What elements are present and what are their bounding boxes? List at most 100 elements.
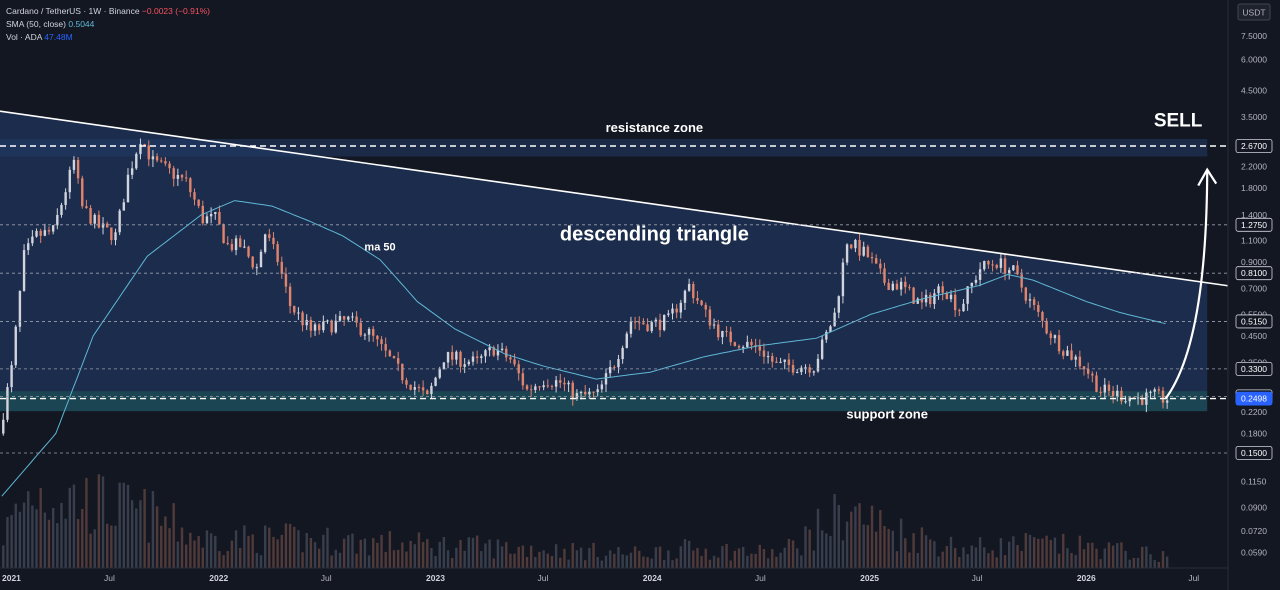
legend-vol-row: Vol · ADA 47.48M bbox=[6, 31, 210, 44]
volume-bar bbox=[305, 533, 308, 568]
volume-bar bbox=[309, 537, 313, 568]
volume-bar bbox=[667, 550, 670, 568]
candle-body bbox=[837, 296, 840, 313]
candle-body bbox=[430, 385, 433, 395]
volume-bar bbox=[874, 531, 878, 568]
candle-body bbox=[330, 320, 333, 333]
candle-body bbox=[180, 174, 184, 178]
candle-body bbox=[741, 347, 745, 349]
candle-body bbox=[293, 306, 296, 313]
volume-bar bbox=[151, 491, 155, 568]
candle-body bbox=[1141, 397, 1144, 405]
candle-body bbox=[168, 163, 171, 169]
candle-body bbox=[471, 356, 475, 362]
candle-body bbox=[783, 359, 786, 362]
candle-body bbox=[525, 385, 529, 390]
legend-sma-label[interactable]: SMA (50, close) bbox=[6, 19, 66, 29]
sma50-line bbox=[1, 200, 1166, 497]
candle-body bbox=[426, 390, 429, 395]
volume-bar bbox=[89, 533, 92, 568]
volume-bar bbox=[93, 529, 96, 568]
volume-bar bbox=[754, 553, 757, 568]
candle-body bbox=[355, 316, 358, 323]
legend-vol-label[interactable]: Vol · ADA bbox=[6, 32, 42, 42]
y-tick-label: 1.1000 bbox=[1241, 236, 1267, 246]
candle-body bbox=[816, 358, 820, 372]
volume-bar bbox=[1107, 542, 1111, 568]
candle-body bbox=[845, 244, 849, 263]
candle-body bbox=[862, 246, 865, 256]
volume-layer bbox=[2, 474, 1169, 568]
candle-body bbox=[1149, 391, 1152, 393]
volume-bar bbox=[1132, 557, 1136, 568]
volume-bar bbox=[762, 549, 766, 568]
candle-body bbox=[1082, 366, 1086, 370]
volume-bar bbox=[276, 539, 279, 568]
volume-bar bbox=[259, 555, 263, 568]
candle-body bbox=[916, 298, 919, 304]
volume-bar bbox=[629, 552, 633, 568]
volume-bar bbox=[662, 559, 666, 568]
candle-body bbox=[987, 261, 990, 265]
volume-bar bbox=[783, 547, 786, 568]
volume-bar bbox=[796, 548, 799, 568]
candle-body bbox=[226, 243, 229, 245]
volume-bar bbox=[184, 544, 188, 568]
volume-bar bbox=[521, 545, 525, 568]
candle-body bbox=[363, 334, 367, 336]
volume-bar bbox=[355, 553, 358, 568]
volume-bar bbox=[679, 546, 683, 568]
volume-bar bbox=[342, 538, 346, 568]
candle-body bbox=[779, 361, 782, 363]
candle-body bbox=[588, 391, 591, 395]
candle-body bbox=[122, 202, 126, 211]
volume-bar bbox=[646, 557, 649, 568]
chart-legend: Cardano / TetherUS · 1W · Binance −0.002… bbox=[6, 5, 210, 44]
volume-bar bbox=[642, 556, 645, 568]
candle-body bbox=[729, 331, 732, 343]
volume-bar bbox=[1012, 536, 1015, 568]
candle-body bbox=[438, 369, 441, 378]
volume-bar bbox=[800, 555, 803, 568]
candle-body bbox=[563, 382, 566, 385]
legend-symbol[interactable]: Cardano / TetherUS · 1W · Binance bbox=[6, 6, 140, 16]
volume-bar bbox=[978, 537, 982, 568]
candle-body bbox=[1032, 299, 1036, 306]
candle-body bbox=[347, 316, 350, 320]
candle-body bbox=[467, 361, 471, 365]
triangle-upper-line bbox=[0, 110, 1229, 287]
candle-body bbox=[529, 389, 533, 391]
candle-body bbox=[538, 386, 541, 388]
price-line-label-box bbox=[1235, 391, 1273, 406]
candle-body bbox=[708, 309, 712, 326]
candle-body bbox=[488, 347, 491, 351]
candle-body bbox=[1124, 401, 1127, 403]
y-tick-label: 4.5000 bbox=[1241, 85, 1267, 95]
volume-bar bbox=[446, 550, 450, 568]
price-line-label: 2.6700 bbox=[1241, 141, 1267, 151]
volume-bar bbox=[1086, 542, 1090, 568]
volume-bar bbox=[463, 550, 466, 568]
candle-body bbox=[1070, 350, 1073, 360]
volume-bar bbox=[845, 521, 849, 568]
volume-bar bbox=[180, 527, 184, 568]
volume-bar bbox=[155, 506, 159, 568]
candle-body bbox=[629, 321, 633, 334]
zones-layer bbox=[0, 111, 1208, 412]
volume-bar bbox=[293, 526, 296, 568]
candle-body bbox=[72, 159, 76, 170]
candle-body bbox=[105, 223, 109, 228]
candle-body bbox=[1053, 335, 1057, 339]
price-line-label: 0.1500 bbox=[1241, 448, 1267, 458]
candle-body bbox=[342, 316, 346, 320]
volume-bar bbox=[97, 474, 101, 568]
volume-bar bbox=[380, 534, 383, 568]
candle-body bbox=[280, 261, 283, 274]
volume-bar bbox=[392, 550, 396, 568]
candle-body bbox=[866, 246, 870, 257]
volume-bar bbox=[239, 547, 242, 568]
candle-body bbox=[218, 212, 221, 225]
candle-body bbox=[941, 286, 944, 293]
volume-bar bbox=[176, 541, 180, 568]
